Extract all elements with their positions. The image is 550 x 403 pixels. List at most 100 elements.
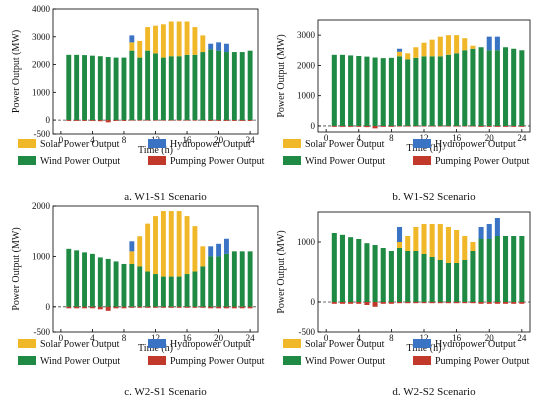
- y-tick-label: 0: [46, 115, 51, 125]
- x-tick-label: 20: [214, 333, 224, 343]
- bar-pumping: [519, 125, 525, 127]
- bar-pumping: [380, 125, 386, 127]
- bar-pumping: [478, 302, 484, 304]
- bar-wind: [380, 248, 386, 302]
- y-tick-label: 2000: [32, 60, 51, 70]
- bar-pumping: [511, 125, 517, 127]
- bar-pumping: [429, 302, 435, 304]
- bar-solar: [145, 27, 151, 51]
- bar-wind: [429, 257, 435, 302]
- bar-pumping: [356, 302, 362, 304]
- bar-pumping: [97, 306, 103, 310]
- bar-pumping: [405, 125, 411, 127]
- bar-pumping: [348, 302, 354, 304]
- legend-swatch-pumping: [413, 356, 431, 365]
- bar-solar: [413, 47, 419, 58]
- legend-swatch-hydro: [148, 339, 166, 348]
- bar-solar: [397, 51, 403, 57]
- y-tick-label: 3000: [297, 30, 316, 40]
- x-tick-label: 20: [485, 333, 495, 343]
- bar-hydro: [208, 43, 214, 50]
- bar-pumping: [494, 125, 500, 127]
- y-axis-label: Power Output (MW): [276, 230, 287, 313]
- bar-pumping: [437, 302, 443, 304]
- bar-wind: [200, 52, 206, 121]
- bar-hydro: [224, 238, 229, 254]
- x-axis-label: Time (h): [407, 343, 442, 354]
- y-axis-label: Power Output (MW): [11, 227, 22, 310]
- bar-solar: [153, 216, 158, 275]
- bar-pumping: [494, 302, 500, 304]
- bar-pumping: [129, 306, 135, 308]
- x-tick-label: 16: [452, 333, 462, 343]
- bar-pumping: [239, 120, 245, 121]
- bar-pumping: [74, 306, 80, 309]
- bar-wind: [247, 50, 253, 121]
- bar-pumping: [462, 125, 468, 127]
- bar-wind: [176, 276, 182, 307]
- bar-pumping: [372, 302, 378, 307]
- y-tick-label: -500: [34, 327, 51, 337]
- bar-wind: [503, 236, 509, 302]
- bar-wind: [478, 47, 484, 126]
- bar-wind: [160, 276, 166, 307]
- bar-solar: [192, 27, 198, 55]
- bar-wind: [421, 56, 427, 126]
- bar-solar: [445, 227, 451, 263]
- bar-pumping: [231, 306, 237, 309]
- bar-wind: [184, 54, 190, 121]
- bar-hydro: [129, 241, 135, 252]
- bar-solar: [397, 242, 403, 248]
- legend-label-wind: Wind Power Output: [40, 156, 120, 167]
- bar-pumping: [192, 120, 198, 121]
- y-axis-label: Power Output (MW): [11, 30, 22, 113]
- chart-panel-1: -5000100020003000400004812162024Time (h)…: [11, 4, 265, 203]
- bar-pumping: [397, 302, 403, 304]
- bar-wind: [74, 54, 80, 121]
- bar-pumping: [486, 302, 492, 304]
- y-tick-label: 3000: [32, 32, 51, 42]
- y-tick-label: 0: [46, 302, 51, 312]
- bar-pumping: [519, 302, 525, 304]
- x-tick-label: 12: [151, 333, 160, 343]
- legend-swatch-wind: [18, 156, 36, 165]
- bar-solar: [429, 39, 435, 57]
- bar-pumping: [82, 306, 87, 309]
- panel-caption: c. W2-S1 Scenario: [124, 386, 207, 398]
- x-axis-label: Time (h): [138, 343, 173, 354]
- bar-wind: [356, 239, 362, 302]
- bar-wind: [153, 53, 158, 121]
- bar-pumping: [470, 125, 476, 127]
- bar-wind: [113, 261, 119, 307]
- legend: Solar Power Output Hydropower Output Wind …: [18, 339, 265, 367]
- bar-pumping: [339, 125, 345, 127]
- bar-wind: [129, 50, 135, 121]
- bar-wind: [176, 56, 182, 121]
- x-tick-label: 8: [122, 135, 127, 145]
- bar-wind: [437, 260, 443, 302]
- bar-pumping: [208, 120, 214, 121]
- bar-wind: [82, 55, 87, 121]
- bar-wind: [494, 50, 500, 126]
- bar-wind: [348, 237, 354, 302]
- bar-pumping: [247, 120, 253, 121]
- bar-wind: [380, 58, 386, 126]
- bar-solar: [129, 42, 135, 51]
- y-tick-label: 0: [311, 121, 316, 131]
- legend-swatch-hydro: [148, 139, 166, 148]
- x-tick-label: 24: [246, 135, 256, 145]
- x-tick-label: 24: [517, 133, 527, 143]
- bar-wind: [470, 251, 476, 302]
- legend-swatch-solar: [283, 339, 301, 348]
- legend-label-wind: Wind Power Output: [40, 356, 120, 367]
- x-tick-label: 0: [324, 333, 329, 343]
- bar-solar: [176, 21, 182, 57]
- bar-solar: [153, 25, 158, 54]
- bar-wind: [437, 56, 443, 126]
- chart-panel-2: 0 1000 2000 3000 0 4 8 12 16 20 24 Time (h) Power Ou…: [276, 19, 531, 203]
- bar-wind: [89, 253, 95, 307]
- bar-solar: [421, 42, 427, 57]
- legend-swatch-pumping: [148, 356, 166, 365]
- bar-pumping: [437, 125, 443, 127]
- y-tick-label: 1000: [297, 91, 316, 101]
